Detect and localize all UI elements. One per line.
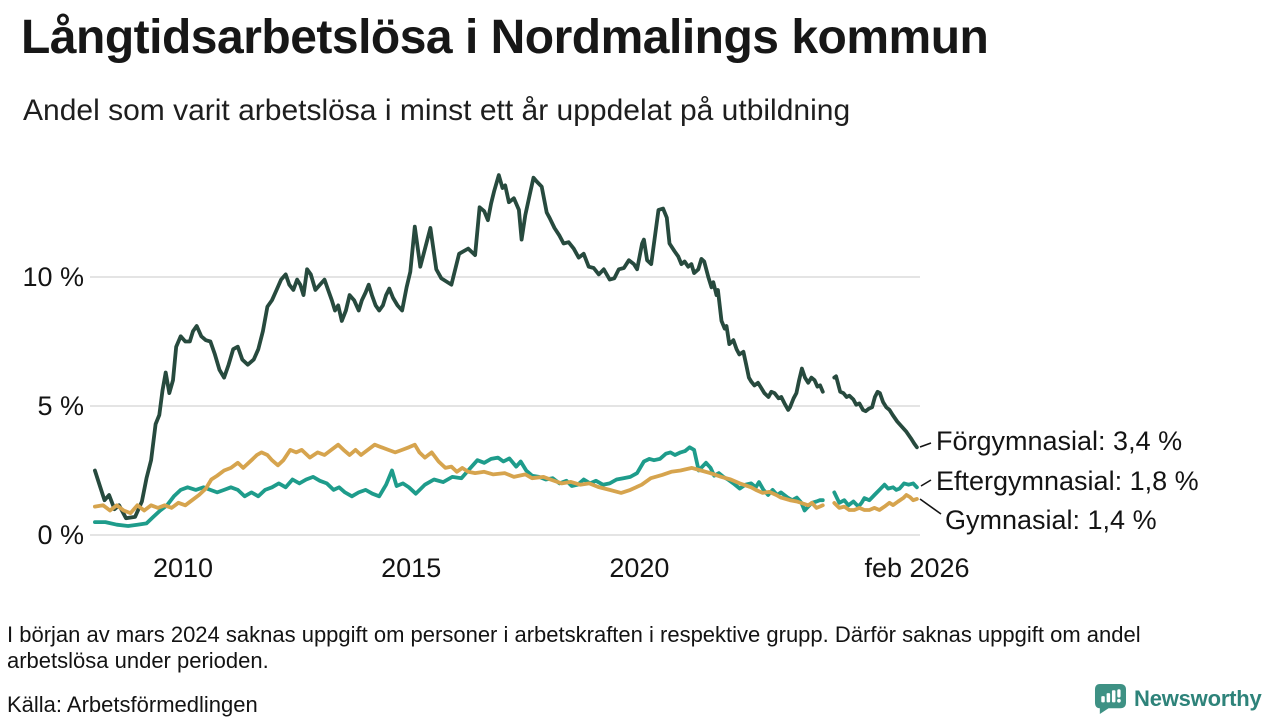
y-tick-label: 5 % [37, 391, 84, 421]
y-tick-label: 10 % [22, 262, 84, 292]
series-line-gymnasial [93, 442, 919, 515]
source-attribution: Källa: Arbetsförmedlingen [7, 692, 258, 717]
series-line-forgymnasial [93, 173, 919, 521]
footnote: I början av mars 2024 saknas uppgift om … [7, 622, 1141, 674]
newsworthy-logo: Newsworthy [1094, 683, 1262, 715]
label-connector-gymnasial [919, 498, 942, 515]
x-tick-label: 2020 [609, 553, 669, 583]
label-connector-forgymnasial [919, 442, 932, 448]
series-line-eftergymnasial [93, 445, 919, 528]
x-axis-labels: 2010 2015 2020 feb 2026 [153, 553, 970, 583]
y-axis-labels: 0 % 5 % 10 % [22, 262, 84, 550]
y-tick-label: 0 % [37, 520, 84, 550]
series-end-label-eftergymnasial: Eftergymnasial: 1,8 % [936, 466, 1199, 496]
logo-bubble-shape [1094, 683, 1127, 715]
page-subtitle: Andel som varit arbetslösa i minst ett å… [23, 94, 851, 127]
x-tick-label: 2015 [381, 553, 441, 583]
label-connector-eftergymnasial [920, 479, 932, 487]
newsworthy-bar-chart-bubble-icon [1094, 683, 1127, 715]
logo-bars [1101, 689, 1121, 703]
gridlines [90, 276, 920, 536]
x-tick-label: 2010 [153, 553, 213, 583]
logo-wordmark: Newsworthy [1134, 686, 1262, 711]
series-end-label-gymnasial: Gymnasial: 1,4 % [945, 505, 1157, 535]
page-title: Långtidsarbetslösa i Nordmalings kommun [21, 11, 989, 64]
x-tick-label: feb 2026 [864, 553, 969, 583]
series-end-label-forgymnasial: Förgymnasial: 3,4 % [936, 426, 1182, 456]
